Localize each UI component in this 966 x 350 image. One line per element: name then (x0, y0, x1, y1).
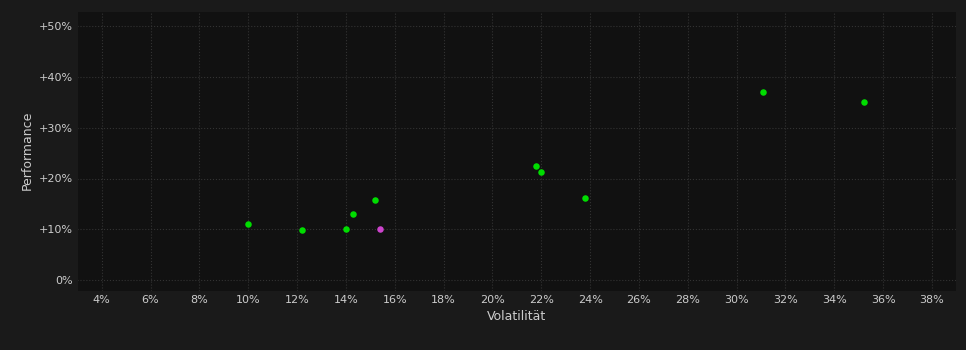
Point (856, 99, 871, 105)
Point (338, 226, 354, 232)
Y-axis label: Performance: Performance (20, 111, 34, 190)
Point (372, 226, 387, 232)
Point (533, 169, 549, 175)
Point (528, 163, 544, 169)
Point (295, 228, 310, 233)
Point (241, 222, 256, 227)
Point (367, 197, 383, 203)
X-axis label: Volatilität: Volatilität (487, 310, 547, 323)
Point (578, 195, 593, 201)
Point (346, 211, 361, 217)
Point (755, 89, 771, 95)
